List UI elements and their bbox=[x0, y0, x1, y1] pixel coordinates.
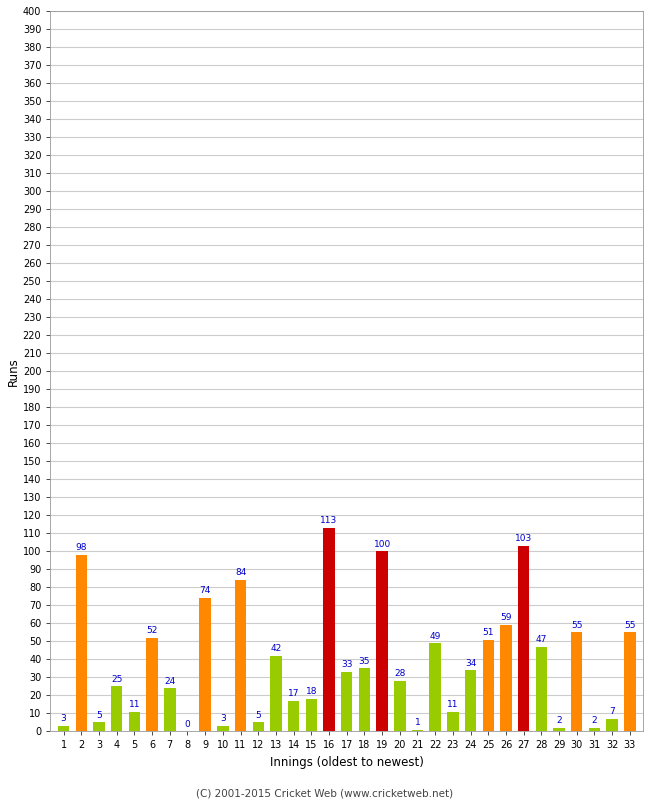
Bar bbox=[252, 722, 264, 731]
Text: 7: 7 bbox=[609, 707, 615, 716]
Text: 98: 98 bbox=[75, 543, 87, 552]
Bar bbox=[589, 728, 600, 731]
Text: 5: 5 bbox=[255, 710, 261, 720]
Bar bbox=[288, 701, 300, 731]
Bar bbox=[447, 712, 459, 731]
Bar bbox=[200, 598, 211, 731]
Text: 24: 24 bbox=[164, 677, 176, 686]
Text: 52: 52 bbox=[146, 626, 158, 635]
Bar bbox=[624, 632, 636, 731]
X-axis label: Innings (oldest to newest): Innings (oldest to newest) bbox=[270, 756, 424, 769]
Bar bbox=[75, 555, 87, 731]
Text: 5: 5 bbox=[96, 710, 102, 720]
Text: 74: 74 bbox=[200, 586, 211, 595]
Text: (C) 2001-2015 Cricket Web (www.cricketweb.net): (C) 2001-2015 Cricket Web (www.cricketwe… bbox=[196, 788, 454, 798]
Bar bbox=[500, 625, 512, 731]
Text: 84: 84 bbox=[235, 569, 246, 578]
Text: 47: 47 bbox=[536, 635, 547, 644]
Bar bbox=[411, 730, 423, 731]
Text: 51: 51 bbox=[482, 628, 494, 637]
Text: 18: 18 bbox=[306, 687, 317, 696]
Text: 113: 113 bbox=[320, 516, 337, 526]
Bar bbox=[58, 726, 70, 731]
Text: 0: 0 bbox=[185, 720, 190, 729]
Text: 3: 3 bbox=[220, 714, 226, 723]
Text: 2: 2 bbox=[556, 716, 562, 725]
Bar bbox=[341, 672, 352, 731]
Text: 1: 1 bbox=[415, 718, 421, 727]
Bar bbox=[465, 670, 476, 731]
Bar bbox=[430, 643, 441, 731]
Bar bbox=[323, 528, 335, 731]
Bar bbox=[553, 728, 565, 731]
Text: 11: 11 bbox=[129, 700, 140, 709]
Bar bbox=[394, 681, 406, 731]
Text: 103: 103 bbox=[515, 534, 532, 543]
Text: 2: 2 bbox=[592, 716, 597, 725]
Bar bbox=[518, 546, 529, 731]
Bar bbox=[482, 640, 494, 731]
Bar bbox=[129, 712, 140, 731]
Bar bbox=[571, 632, 582, 731]
Bar bbox=[306, 699, 317, 731]
Text: 3: 3 bbox=[60, 714, 66, 723]
Text: 59: 59 bbox=[500, 614, 512, 622]
Text: 11: 11 bbox=[447, 700, 459, 709]
Text: 34: 34 bbox=[465, 658, 476, 667]
Y-axis label: Runs: Runs bbox=[7, 357, 20, 386]
Text: 33: 33 bbox=[341, 660, 352, 670]
Text: 35: 35 bbox=[359, 657, 370, 666]
Bar bbox=[606, 719, 618, 731]
Text: 42: 42 bbox=[270, 644, 281, 653]
Text: 17: 17 bbox=[288, 689, 300, 698]
Bar bbox=[235, 580, 246, 731]
Bar bbox=[217, 726, 229, 731]
Bar bbox=[146, 638, 158, 731]
Bar bbox=[376, 551, 388, 731]
Bar bbox=[164, 688, 176, 731]
Text: 55: 55 bbox=[624, 621, 636, 630]
Text: 28: 28 bbox=[394, 670, 406, 678]
Bar bbox=[359, 669, 370, 731]
Bar bbox=[536, 647, 547, 731]
Text: 49: 49 bbox=[430, 631, 441, 641]
Text: 25: 25 bbox=[111, 674, 122, 684]
Bar bbox=[94, 722, 105, 731]
Text: 55: 55 bbox=[571, 621, 582, 630]
Bar bbox=[111, 686, 122, 731]
Text: 100: 100 bbox=[374, 540, 391, 549]
Bar bbox=[270, 656, 281, 731]
